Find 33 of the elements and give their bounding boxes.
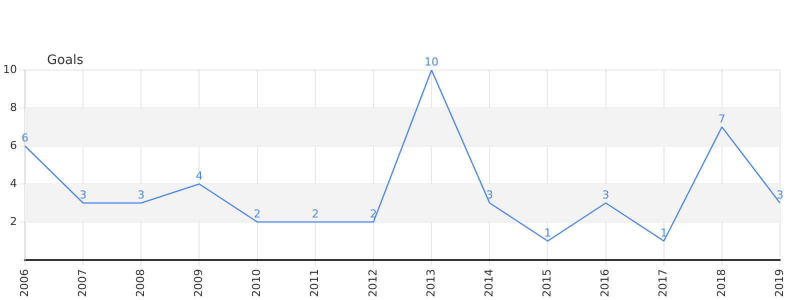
- data-label: 3: [776, 188, 784, 202]
- data-label: 2: [312, 207, 319, 220]
- x-tick-label: 2012: [366, 269, 380, 298]
- y-axis-title: Goals: [46, 52, 84, 68]
- data-label: 7: [718, 112, 726, 126]
- x-tick-label: 2013: [424, 269, 438, 298]
- data-label: 3: [602, 188, 610, 202]
- y-tick-label: 6: [10, 138, 17, 152]
- x-tick-label: 2018: [714, 269, 728, 298]
- x-tick-label: 2016: [598, 269, 612, 298]
- data-label: 2: [370, 207, 377, 220]
- y-tick-label: 4: [10, 176, 17, 190]
- x-tick-label: 2019: [772, 269, 786, 298]
- x-tick-label: 2017: [656, 269, 670, 298]
- x-tick-label: 2015: [540, 269, 554, 298]
- x-tick-label: 2009: [192, 269, 206, 298]
- data-label: 1: [544, 226, 552, 240]
- data-label: 6: [21, 131, 28, 144]
- y-tick-label: 10: [2, 62, 17, 76]
- x-tick-label: 2006: [18, 269, 31, 298]
- x-tick-label: 2010: [250, 269, 264, 298]
- x-tick-label: 2007: [76, 269, 89, 298]
- x-tick-label: 2008: [134, 269, 148, 298]
- y-tick-label: 2: [10, 214, 17, 228]
- x-tick-label: 2014: [482, 269, 496, 298]
- x-tick-label: 2011: [308, 269, 322, 298]
- y-tick-label: 8: [10, 100, 17, 114]
- data-label: 3: [138, 188, 145, 202]
- data-label: 10: [424, 55, 439, 68]
- data-label: 3: [80, 188, 87, 202]
- data-label: 2: [254, 207, 261, 220]
- data-label: 4: [196, 169, 203, 182]
- data-label: 1: [660, 226, 668, 240]
